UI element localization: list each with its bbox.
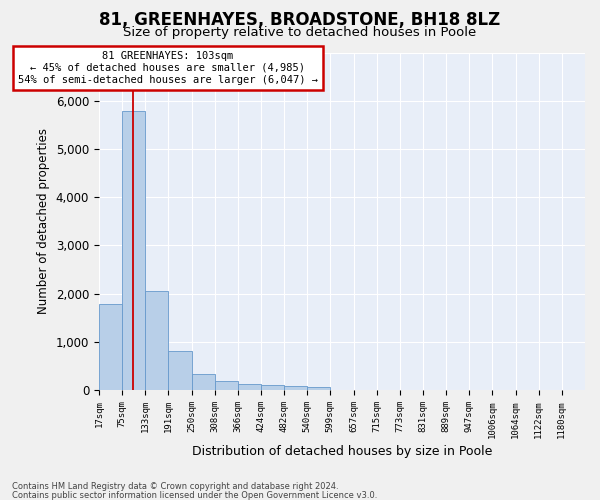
Y-axis label: Number of detached properties: Number of detached properties bbox=[37, 128, 50, 314]
Text: Contains public sector information licensed under the Open Government Licence v3: Contains public sector information licen… bbox=[12, 490, 377, 500]
Text: 81, GREENHAYES, BROADSTONE, BH18 8LZ: 81, GREENHAYES, BROADSTONE, BH18 8LZ bbox=[100, 11, 500, 29]
Bar bbox=[145, 291, 169, 390]
Bar bbox=[261, 385, 284, 390]
Text: Contains HM Land Registry data © Crown copyright and database right 2024.: Contains HM Land Registry data © Crown c… bbox=[12, 482, 338, 491]
Bar bbox=[169, 350, 191, 390]
Bar bbox=[99, 304, 122, 390]
Text: 81 GREENHAYES: 103sqm
← 45% of detached houses are smaller (4,985)
54% of semi-d: 81 GREENHAYES: 103sqm ← 45% of detached … bbox=[18, 52, 318, 84]
Bar bbox=[122, 112, 145, 390]
Bar bbox=[215, 381, 238, 390]
Bar bbox=[284, 386, 307, 390]
Text: Size of property relative to detached houses in Poole: Size of property relative to detached ho… bbox=[124, 26, 476, 39]
Bar bbox=[191, 374, 215, 390]
Bar bbox=[307, 387, 331, 390]
X-axis label: Distribution of detached houses by size in Poole: Distribution of detached houses by size … bbox=[192, 444, 492, 458]
Bar bbox=[238, 384, 261, 390]
